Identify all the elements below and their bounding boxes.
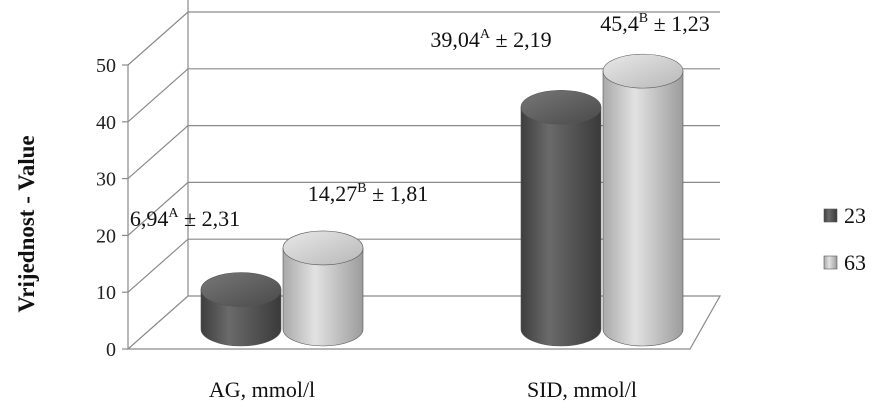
legend-label: 63 [844, 250, 866, 275]
bar [602, 53, 684, 347]
gridline [127, 68, 720, 123]
tick-label: 40 [96, 112, 116, 134]
tick-label: 10 [96, 282, 116, 304]
tick-label: 30 [96, 169, 116, 191]
data-label: 14,27B ± 1,81 [308, 181, 428, 206]
legend-label: 23 [844, 203, 866, 228]
category-label: SID, mmol/l [527, 377, 637, 402]
bar [200, 272, 282, 347]
legend: 23 63 [823, 203, 866, 275]
legend-swatch [823, 255, 838, 270]
data-label: 39,04A ± 2,19 [430, 27, 551, 52]
y-axis-ticks: 0 10 20 30 40 50 [96, 55, 128, 361]
bar-body [520, 106, 602, 347]
x-axis-categories: AG, mmol/l SID, mmol/l [209, 377, 637, 402]
bar [282, 230, 364, 347]
bar-body [602, 70, 684, 347]
y-axis-label: Vrijednost - Value [14, 135, 39, 312]
gridline [127, 11, 720, 66]
bar-top [602, 53, 684, 89]
data-label: 6,94A ± 2,31 [130, 206, 240, 231]
category-label: AG, mmol/l [209, 377, 315, 402]
bars [200, 53, 684, 347]
bar-top [520, 89, 602, 125]
bar-top [200, 272, 282, 307]
bar [520, 89, 602, 347]
bar-body [282, 247, 364, 347]
bar-top [282, 230, 364, 266]
tick-label: 20 [96, 225, 116, 247]
tick-label: 0 [106, 339, 116, 361]
data-labels: 6,94A ± 2,31 14,27B ± 1,81 39,04A ± 2,19 45… [130, 11, 710, 231]
data-label: 45,4B ± 1,23 [600, 11, 709, 36]
tick-label: 50 [96, 55, 116, 77]
legend-swatch [823, 208, 838, 223]
